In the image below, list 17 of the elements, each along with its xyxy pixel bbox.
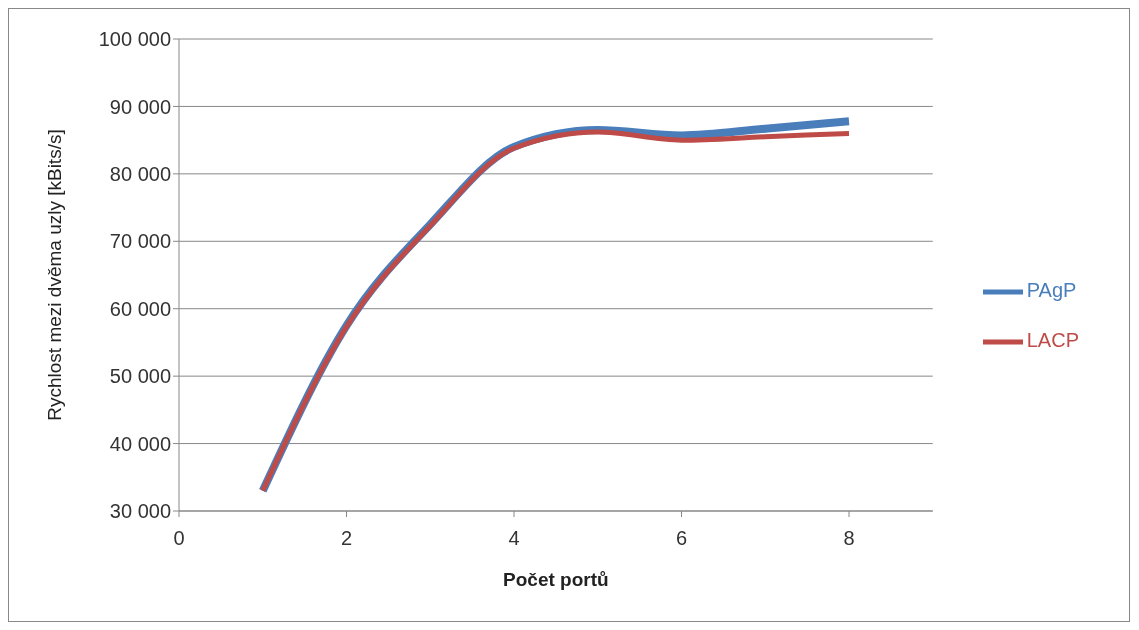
y-tick-label: 100 000 — [98, 28, 171, 51]
y-tick-label: 60 000 — [109, 297, 171, 320]
y-tick-label: 90 000 — [109, 95, 171, 118]
x-axis-title: Počet portů — [503, 569, 609, 590]
y-tick-label: 30 000 — [109, 500, 171, 523]
legend-label: PAgP — [1026, 279, 1077, 301]
y-tick-label: 50 000 — [109, 365, 171, 388]
y-tick-label: 40 000 — [109, 432, 171, 455]
x-tick-label: 8 — [843, 527, 855, 550]
x-tick-label: 0 — [173, 527, 185, 550]
x-tick-label: 4 — [508, 527, 520, 550]
y-tick-label: 70 000 — [109, 230, 171, 253]
y-axis-title: Rychlost mezi dvěma uzly [kBits/s] — [43, 129, 65, 421]
x-tick-label: 2 — [340, 527, 353, 550]
legend-label: LACP — [1026, 329, 1079, 351]
y-tick-label: 80 000 — [109, 162, 171, 185]
x-tick-label: 6 — [675, 527, 688, 550]
